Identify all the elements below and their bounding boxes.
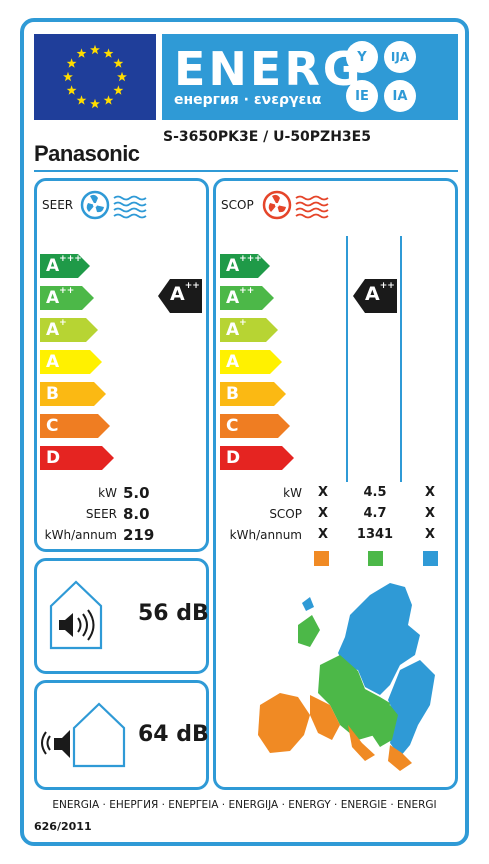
- zone-warm-marker: [314, 551, 329, 566]
- cooling-spec-seer-label: SEER: [85, 507, 117, 521]
- cooling-spec-kw-label: kW: [98, 486, 117, 500]
- fan-cool-icon: [80, 190, 147, 220]
- zone-divider-2: [400, 236, 402, 482]
- heating-class-arrow: B: [220, 382, 286, 406]
- footer-languages: ENERGIA · ЕНЕРГИЯ · ΕΝΕΡΓΕΙΑ · ENERGIJA …: [52, 799, 437, 811]
- eu-star: [66, 58, 77, 68]
- cooling-rating-label: A++: [170, 281, 200, 305]
- europe-climate-map: [258, 583, 435, 771]
- lang-suffix-y: Y: [346, 41, 378, 73]
- cooling-class-arrow: A++: [40, 286, 94, 310]
- lang-suffix-ia: IA: [384, 80, 416, 112]
- heating-rating-label: A++: [365, 281, 395, 305]
- zone-cold-kw: X: [424, 485, 436, 500]
- model-number: S-3650PK3E / U-50PZH3E5: [163, 129, 371, 145]
- zone-average-scop: 4.7: [363, 506, 387, 521]
- zone-average-kwh: 1341: [356, 527, 394, 542]
- lang-suffix-ija: IJA: [384, 41, 416, 73]
- eu-star: [90, 98, 100, 109]
- indoor-noise-panel: [34, 558, 209, 674]
- heating-class-arrow: A+: [220, 318, 278, 342]
- cooling-spec-seer-value: 8.0: [123, 505, 150, 523]
- heating-panel: [213, 178, 458, 790]
- outdoor-noise-panel: [34, 680, 209, 790]
- cooling-class-arrow: D: [40, 446, 114, 470]
- zone-average-marker: [368, 551, 383, 566]
- cooling-class-label: A+: [46, 318, 67, 340]
- brand-logo: Panasonic: [34, 141, 140, 166]
- heating-class-arrow: A+++: [220, 254, 270, 278]
- cooling-class-arrow: A: [40, 350, 102, 374]
- cooling-title: SEER: [42, 198, 74, 212]
- heating-class-label: C: [226, 416, 239, 436]
- cooling-spec-kw-value: 5.0: [123, 484, 150, 502]
- cooling-class-label: A: [46, 352, 60, 372]
- eu-flag: [34, 34, 156, 120]
- heating-spec-kwh-label: kWh/annum: [229, 528, 302, 542]
- indoor-noise-value: 56 dB: [138, 601, 209, 626]
- heating-class-label: A+: [226, 318, 247, 340]
- eu-star: [76, 95, 87, 105]
- heating-class-arrow: A++: [220, 286, 274, 310]
- eu-star: [63, 71, 73, 82]
- zone-cold-marker: [423, 551, 438, 566]
- energy-title: ENERG: [174, 42, 364, 96]
- fan-heat-icon: [262, 190, 329, 220]
- zone-warm-scop: X: [317, 506, 329, 521]
- eu-star: [76, 48, 87, 58]
- zone-average-kw: 4.5: [363, 485, 387, 500]
- lang-suffix-ie: IE: [346, 80, 378, 112]
- heating-class-arrow: D: [220, 446, 294, 470]
- heating-title: SCOP: [221, 198, 254, 212]
- eu-star: [113, 85, 124, 95]
- cooling-class-arrow: B: [40, 382, 106, 406]
- energy-subtitle: енергия · ενεργεια: [174, 92, 322, 108]
- eu-stars: [63, 44, 127, 109]
- zone-cold-scop: X: [424, 506, 436, 521]
- cooling-panel: [34, 178, 209, 552]
- eu-star: [113, 58, 124, 68]
- cooling-class-arrow: A+++: [40, 254, 90, 278]
- heating-class-label: A: [226, 352, 240, 372]
- eu-star: [103, 48, 114, 58]
- eu-star: [117, 71, 127, 82]
- eu-star: [103, 95, 114, 105]
- header-divider: [34, 170, 458, 172]
- heating-spec-kw-label: kW: [283, 486, 302, 500]
- zone-cold-kwh: X: [424, 527, 436, 542]
- energy-header: ENERG енергия · ενεργεια Y IJA IE IA: [162, 34, 458, 120]
- cooling-class-label: C: [46, 416, 59, 436]
- zone-warm-kw: X: [317, 485, 329, 500]
- heating-spec-scop-label: SCOP: [269, 507, 302, 521]
- outdoor-speaker-icon: [41, 702, 126, 768]
- heating-class-label: D: [226, 448, 241, 468]
- cooling-spec-kwh-label: kWh/annum: [44, 528, 117, 542]
- cooling-class-label: B: [46, 384, 59, 404]
- regulation-number: 626/2011: [34, 820, 92, 833]
- heating-class-label: A+++: [226, 254, 262, 276]
- cooling-class-arrow: A+: [40, 318, 98, 342]
- indoor-speaker-icon: [49, 580, 103, 650]
- eu-star: [90, 44, 100, 55]
- zone-warm-kwh: X: [317, 527, 329, 542]
- heating-class-arrow: C: [220, 414, 290, 438]
- zone-divider-1: [346, 236, 348, 482]
- cooling-class-label: D: [46, 448, 61, 468]
- cooling-spec-kwh-value: 219: [123, 526, 155, 544]
- cooling-class-arrow: C: [40, 414, 110, 438]
- eu-star: [66, 85, 77, 95]
- heating-class-arrow: A: [220, 350, 282, 374]
- heating-class-label: B: [226, 384, 239, 404]
- label-frame: [20, 18, 469, 846]
- heating-class-label: A++: [226, 286, 255, 308]
- cooling-class-label: A++: [46, 286, 75, 308]
- cooling-class-label: A+++: [46, 254, 82, 276]
- outdoor-noise-value: 64 dB: [138, 722, 209, 747]
